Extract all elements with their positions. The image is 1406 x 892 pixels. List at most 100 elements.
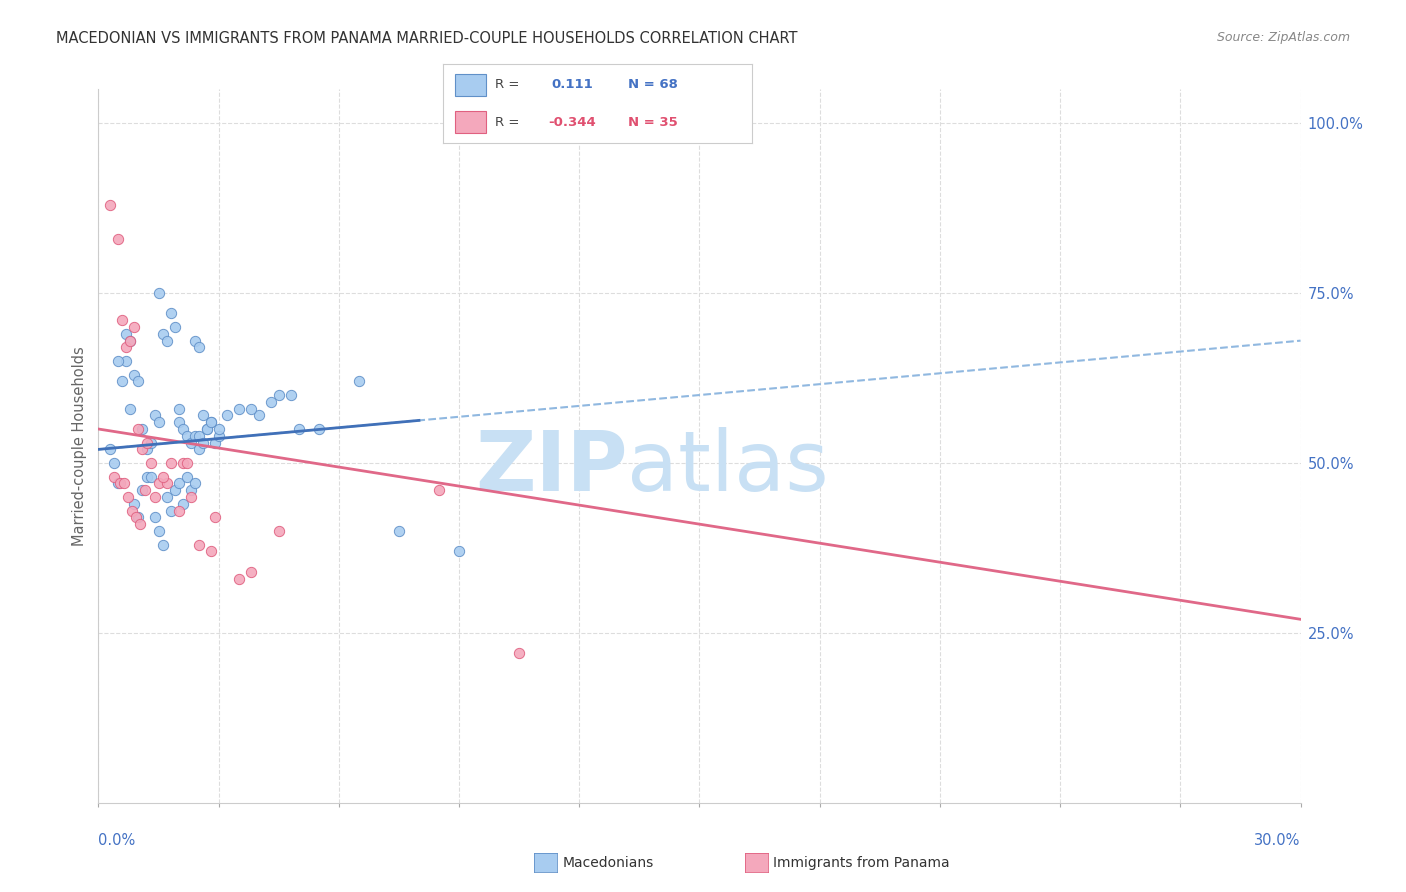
Point — [239, 565, 262, 579]
Point — [124, 497, 146, 511]
Point — [183, 429, 205, 443]
Point — [183, 334, 205, 348]
Point — [208, 429, 231, 443]
Point — [100, 198, 122, 212]
Point — [195, 422, 218, 436]
Point — [107, 232, 129, 246]
Point — [200, 415, 222, 429]
Point — [107, 476, 129, 491]
Point — [143, 510, 166, 524]
Point — [120, 401, 142, 416]
Point — [167, 401, 190, 416]
Point — [128, 375, 150, 389]
Point — [280, 388, 302, 402]
Text: R =: R = — [495, 78, 520, 91]
Point — [239, 401, 262, 416]
Point — [152, 537, 174, 551]
Point — [159, 503, 181, 517]
Point — [129, 517, 152, 532]
Point — [163, 483, 186, 498]
Point — [288, 422, 311, 436]
Point — [152, 326, 174, 341]
Text: Macedonians: Macedonians — [562, 855, 654, 870]
Point — [187, 442, 209, 457]
Text: MACEDONIAN VS IMMIGRANTS FROM PANAMA MARRIED-COUPLE HOUSEHOLDS CORRELATION CHART: MACEDONIAN VS IMMIGRANTS FROM PANAMA MAR… — [56, 31, 797, 46]
Point — [128, 422, 150, 436]
Point — [388, 524, 411, 538]
Text: 30.0%: 30.0% — [1254, 833, 1301, 848]
Point — [159, 306, 181, 320]
Point — [187, 537, 209, 551]
Text: 0.111: 0.111 — [551, 78, 593, 91]
Point — [200, 544, 222, 558]
Point — [148, 286, 170, 301]
Point — [131, 422, 153, 436]
Point — [115, 341, 138, 355]
Point — [204, 510, 226, 524]
Point — [107, 354, 129, 368]
Point — [143, 490, 166, 504]
Point — [143, 409, 166, 423]
Point — [103, 469, 125, 483]
Point — [215, 409, 238, 423]
Text: Source: ZipAtlas.com: Source: ZipAtlas.com — [1216, 31, 1350, 45]
Point — [135, 435, 157, 450]
Point — [247, 409, 270, 423]
Point — [131, 442, 153, 457]
Point — [134, 483, 156, 498]
Point — [117, 490, 139, 504]
Point — [163, 320, 186, 334]
Text: 0.0%: 0.0% — [98, 833, 135, 848]
Point — [114, 476, 136, 491]
Point — [172, 497, 194, 511]
Point — [124, 320, 146, 334]
Point — [187, 341, 209, 355]
Text: N = 68: N = 68 — [628, 78, 678, 91]
Point — [121, 503, 143, 517]
Point — [187, 429, 209, 443]
Point — [124, 368, 146, 382]
Point — [183, 476, 205, 491]
Point — [131, 483, 153, 498]
Point — [148, 524, 170, 538]
Point — [228, 572, 250, 586]
Point — [172, 422, 194, 436]
Point — [308, 422, 330, 436]
Text: Immigrants from Panama: Immigrants from Panama — [773, 855, 950, 870]
Point — [148, 415, 170, 429]
Point — [267, 388, 290, 402]
Point — [260, 394, 283, 409]
Point — [120, 334, 142, 348]
Point — [447, 544, 470, 558]
Point — [204, 435, 226, 450]
Point — [180, 483, 202, 498]
Point — [180, 490, 202, 504]
Point — [115, 326, 138, 341]
Point — [135, 442, 157, 457]
Text: N = 35: N = 35 — [628, 116, 678, 128]
Point — [508, 646, 530, 660]
Point — [176, 456, 198, 470]
Text: -0.344: -0.344 — [548, 116, 596, 128]
Point — [167, 415, 190, 429]
Point — [128, 510, 150, 524]
Point — [200, 415, 222, 429]
Y-axis label: Married-couple Households: Married-couple Households — [72, 346, 87, 546]
Point — [139, 456, 162, 470]
Text: atlas: atlas — [627, 427, 830, 508]
Point — [208, 422, 231, 436]
Point — [155, 490, 177, 504]
Point — [427, 483, 450, 498]
Text: R =: R = — [495, 116, 520, 128]
Point — [347, 375, 370, 389]
Point — [125, 510, 148, 524]
Point — [111, 375, 134, 389]
Point — [176, 469, 198, 483]
Point — [267, 524, 290, 538]
Point — [110, 476, 132, 491]
Point — [228, 401, 250, 416]
Point — [148, 476, 170, 491]
Point — [100, 442, 122, 457]
Point — [167, 476, 190, 491]
Point — [103, 456, 125, 470]
